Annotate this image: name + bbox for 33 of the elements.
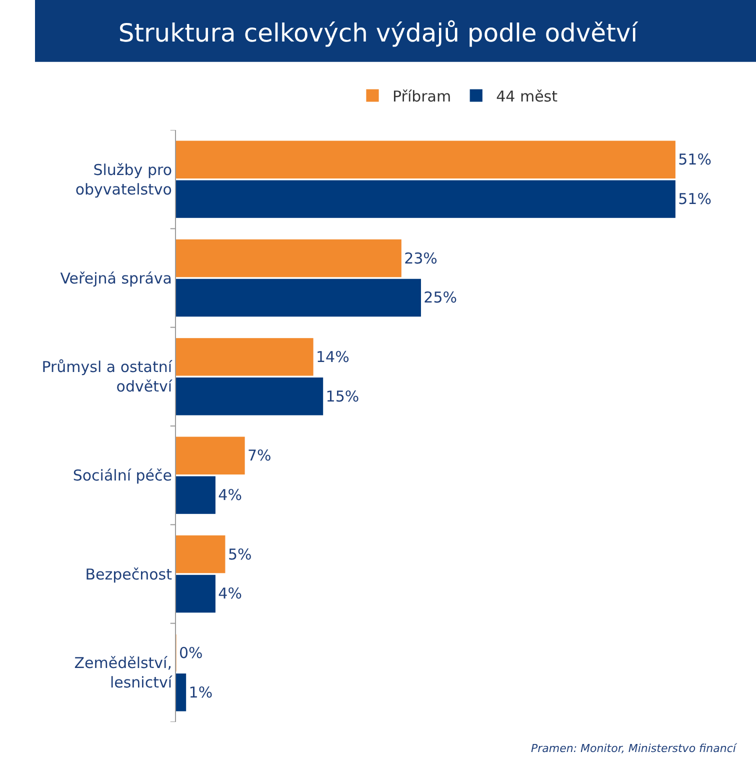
data-label: 25% [424, 288, 458, 307]
data-label: 15% [326, 387, 360, 406]
bar [176, 436, 245, 474]
y-tick-label: Veřejná správa [60, 269, 172, 288]
data-label: 4% [218, 584, 242, 603]
bar [176, 338, 314, 376]
chart-title: Struktura celkových výdajů podle odvětví [118, 18, 639, 48]
y-tick-label: Sociální péče [72, 466, 172, 485]
data-label: 14% [316, 348, 350, 366]
y-tick-label: Průmysl a ostatní odvětví [42, 358, 173, 396]
y-tick-label: Bezpečnost [85, 565, 172, 584]
bar [176, 140, 676, 178]
bar [176, 674, 186, 712]
data-label: 1% [188, 683, 213, 702]
bar [176, 378, 324, 416]
data-label: 5% [228, 545, 252, 564]
data-label: 0% [179, 644, 203, 662]
bar [176, 278, 421, 317]
bar [176, 180, 676, 218]
text: Pramen: Monitor, Ministerstvo financí [531, 742, 738, 755]
data-label: 51% [678, 150, 712, 169]
bar [176, 574, 216, 613]
data-label: 51% [678, 190, 712, 208]
data-label: 4% [218, 486, 242, 504]
bar [176, 239, 402, 278]
legend-label: 44 měst [496, 87, 558, 106]
legend-label: Příbram [392, 87, 452, 106]
bar [176, 476, 216, 514]
data-label: 23% [404, 249, 438, 268]
y-tick-label: Služby pro obyvatelstvo [75, 160, 172, 198]
data-label: 7% [248, 446, 272, 465]
y-tick-label: Zemědělství, lesnictví [74, 654, 173, 692]
bar [176, 535, 226, 574]
